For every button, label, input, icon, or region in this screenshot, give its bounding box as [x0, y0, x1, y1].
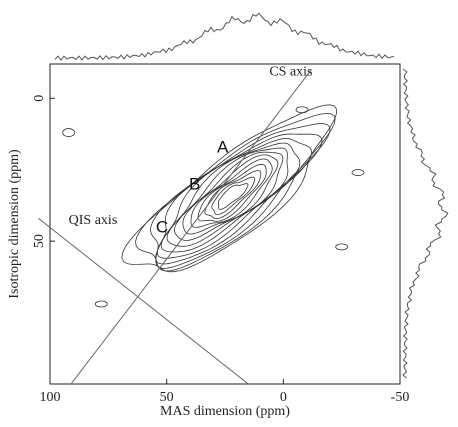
contour-ring — [204, 170, 262, 220]
point-labels: AB C — [156, 138, 229, 237]
axis-line — [70, 69, 312, 385]
x-axis-label: MAS dimension (ppm) — [160, 404, 290, 419]
contour-ring — [135, 113, 336, 272]
axis-line — [38, 217, 249, 385]
plot-frame — [49, 63, 401, 385]
x-tick-label: -50 — [391, 390, 410, 405]
y-tick-label: 0 — [32, 95, 47, 102]
contour-ring — [218, 183, 249, 210]
contour-ring — [121, 104, 337, 273]
contour-ring — [94, 300, 108, 308]
contour-ring — [197, 163, 267, 222]
isotropic-projection-trace — [402, 68, 449, 379]
contour-ring — [160, 142, 301, 253]
y-ticks: 0 50 — [32, 95, 55, 248]
contour-map — [62, 104, 365, 308]
contour-ring — [211, 176, 256, 215]
y-tick-label: 50 — [32, 234, 47, 248]
x-ticks: 100 50 0 -50 — [40, 379, 410, 405]
line-label: QIS axis — [69, 213, 118, 228]
contour-ring — [335, 243, 349, 251]
x-tick-label: 100 — [40, 390, 61, 405]
contour-ring — [182, 154, 279, 235]
line-label: CS axis — [269, 64, 312, 79]
contour-ring — [174, 151, 284, 241]
point-label: B — [189, 175, 200, 194]
x-tick-label: 50 — [160, 390, 174, 405]
projections — [54, 12, 449, 379]
contour-ring — [62, 128, 76, 137]
axis-lines: CS axis QIS axis — [38, 64, 313, 385]
contour-ring — [190, 158, 273, 228]
contour-ring — [155, 133, 323, 265]
y-axis-label: Isotropic dimension (ppm) — [7, 149, 22, 299]
mas-projection-trace — [54, 12, 395, 61]
point-label: A — [217, 138, 229, 157]
x-tick-label: 0 — [280, 390, 287, 405]
contour-ring — [295, 106, 309, 114]
point-label: C — [156, 218, 168, 237]
contour-ring — [351, 169, 365, 176]
